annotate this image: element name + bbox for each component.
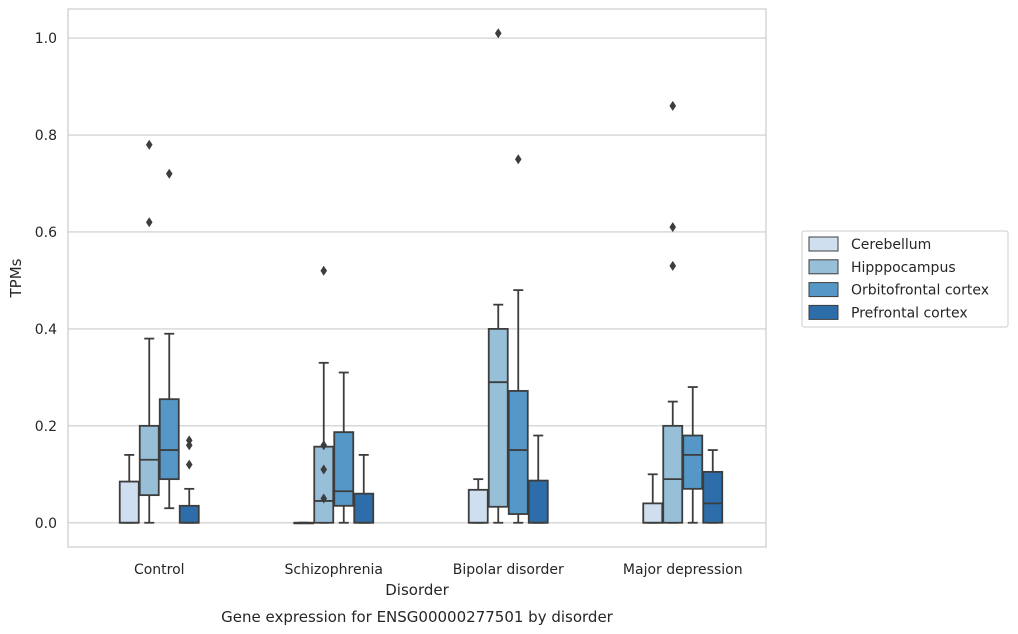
legend-swatch xyxy=(808,236,839,252)
legend-label: Hipppocampus xyxy=(851,260,956,276)
box-iqr xyxy=(642,502,664,524)
legend: Cerebellum Hipppocampus Orbitofrontal cort… xyxy=(801,230,1009,328)
box-prefrontal-cortex-schizophrenia xyxy=(353,454,375,524)
box-iqr xyxy=(178,504,200,524)
outlier-point xyxy=(145,217,153,228)
outlier-point xyxy=(185,459,193,470)
box-orbitofrontal-cortex-major-depression xyxy=(682,386,704,524)
box-iqr xyxy=(507,390,529,515)
box-iqr xyxy=(333,431,355,507)
x-tick-label: Major depression xyxy=(623,562,743,578)
chart-title: Gene expression for ENSG00000277501 by d… xyxy=(221,608,614,626)
outlier-point xyxy=(320,464,328,475)
box-orbitofrontal-cortex-control xyxy=(158,168,180,510)
y-tick-label: 0.8 xyxy=(35,128,57,144)
outlier-point xyxy=(320,440,328,451)
box-hipppocampus-bipolar-disorder xyxy=(487,28,509,524)
y-tick-label: 0.4 xyxy=(35,322,57,338)
legend-label: Orbitofrontal cortex xyxy=(851,283,989,299)
box-iqr xyxy=(313,445,335,524)
box-hipppocampus-major-depression xyxy=(662,100,684,524)
outlier-point xyxy=(669,100,677,111)
outlier-point xyxy=(185,435,193,446)
y-axis-title: TPMs xyxy=(7,258,25,298)
box-iqr xyxy=(158,398,180,481)
box-iqr xyxy=(662,424,684,524)
legend-label: Prefrontal cortex xyxy=(851,305,968,321)
legend-item-orbitofrontal-cortex: Orbitofrontal cortex xyxy=(808,282,989,299)
box-prefrontal-cortex-control xyxy=(178,435,200,524)
x-tick-label: Control xyxy=(134,562,185,578)
box-hipppocampus-schizophrenia xyxy=(313,265,335,524)
legend-item-hipppocampus: Hipppocampus xyxy=(808,259,956,276)
x-tick-label: Schizophrenia xyxy=(285,562,383,578)
y-tick-label: 1.0 xyxy=(35,31,57,47)
outlier-point xyxy=(320,493,328,504)
box-cerebellum-control xyxy=(118,454,140,524)
x-axis-title: Disorder xyxy=(385,581,449,599)
box-cerebellum-major-depression xyxy=(642,473,664,524)
legend-item-prefrontal-cortex: Prefrontal cortex xyxy=(808,304,968,321)
legend-swatch xyxy=(808,282,839,298)
outlier-point xyxy=(669,222,677,233)
box-prefrontal-cortex-bipolar-disorder xyxy=(527,434,549,524)
box-cerebellum-schizophrenia xyxy=(293,521,315,525)
box-iqr xyxy=(702,470,724,524)
legend-label: Cerebellum xyxy=(851,237,931,253)
box-orbitofrontal-cortex-bipolar-disorder xyxy=(507,154,529,524)
outlier-point xyxy=(514,154,522,165)
box-iqr xyxy=(353,492,375,524)
x-axis-ticks: Control Schizophrenia Bipolar disorder Majo… xyxy=(134,562,743,578)
y-axis-ticks: 0.0 0.2 0.4 0.6 0.8 1.0 xyxy=(35,31,57,532)
legend-swatch xyxy=(808,259,839,275)
box-series xyxy=(118,28,724,525)
outlier-point xyxy=(320,265,328,276)
plot-area xyxy=(67,8,767,548)
y-tick-label: 0.0 xyxy=(35,516,57,532)
y-tick-label: 0.6 xyxy=(35,225,57,241)
outlier-point xyxy=(165,168,173,179)
box-orbitofrontal-cortex-schizophrenia xyxy=(333,371,355,524)
box-iqr xyxy=(682,434,704,490)
x-tick-label: Bipolar disorder xyxy=(453,562,564,578)
box-hipppocampus-control xyxy=(138,139,160,524)
outlier-point xyxy=(494,28,502,39)
y-tick-label: 0.2 xyxy=(35,419,57,435)
legend-frame xyxy=(801,230,1009,328)
outlier-point xyxy=(145,139,153,150)
legend-item-cerebellum: Cerebellum xyxy=(808,236,931,253)
box-iqr xyxy=(467,488,489,524)
box-prefrontal-cortex-major-depression xyxy=(702,449,724,524)
outlier-point xyxy=(669,260,677,271)
box-iqr xyxy=(527,479,549,524)
legend-swatch xyxy=(808,304,839,320)
box-iqr xyxy=(118,480,140,524)
box-iqr xyxy=(487,327,509,508)
box-cerebellum-bipolar-disorder xyxy=(467,478,489,524)
